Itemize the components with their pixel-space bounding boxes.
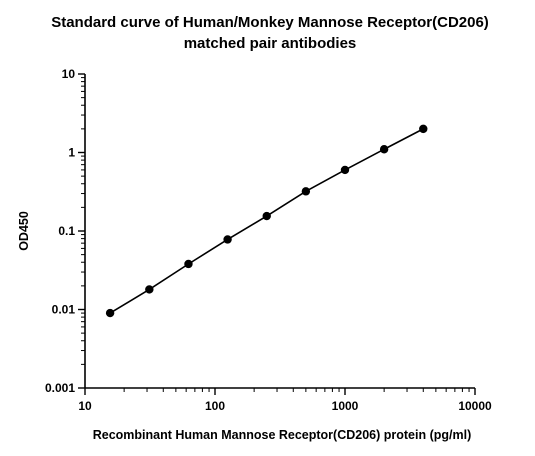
y-tick-label: 0.01 xyxy=(52,303,76,317)
data-point xyxy=(379,145,389,154)
x-tick-label: 10 xyxy=(78,399,92,413)
data-point xyxy=(223,235,232,244)
series-line xyxy=(109,128,424,314)
x-tick-label: 1000 xyxy=(332,399,359,413)
data-point xyxy=(419,124,428,134)
y-tick-label: 0.1 xyxy=(58,224,75,238)
data-point xyxy=(262,211,271,221)
x-tick-label: 100 xyxy=(205,399,225,413)
y-tick-label: 1 xyxy=(68,146,75,160)
data-point xyxy=(301,187,311,196)
data-point xyxy=(340,165,350,175)
data-point xyxy=(145,285,154,294)
plot-area: 0.001 0.01 0.1 1 10 10 100 1000 10000 xyxy=(45,67,492,413)
y-axis-label: OD450 xyxy=(17,211,31,251)
chart-subtitle: matched pair antibodies xyxy=(184,35,357,52)
data-point xyxy=(184,259,193,269)
y-tick-label: 10 xyxy=(62,67,76,81)
x-axis-label: Recombinant Human Mannose Receptor(CD206… xyxy=(93,428,472,442)
data-point xyxy=(105,308,115,318)
x-tick-label: 10000 xyxy=(458,399,492,413)
y-tick-label: 0.001 xyxy=(45,381,75,395)
chart-title: Standard curve of Human/Monkey Mannose R… xyxy=(51,14,489,31)
